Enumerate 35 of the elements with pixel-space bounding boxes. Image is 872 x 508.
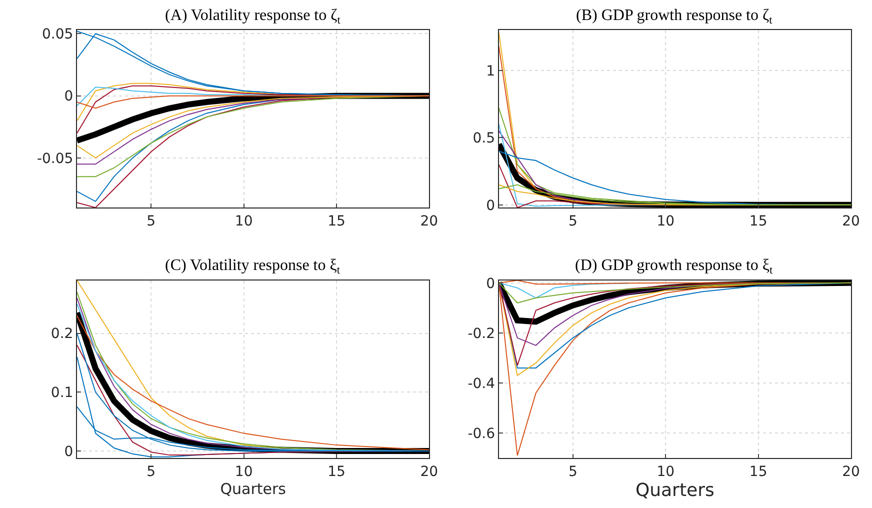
y-tick-label: -0.05 <box>36 150 74 167</box>
y-tick-label: 0 <box>64 88 74 105</box>
chart-title: (B) GDP growth response to ζ$_{t}$ <box>576 7 774 26</box>
x-tick-label: 10 <box>234 213 253 230</box>
x-tick-label: 5 <box>146 213 156 230</box>
chart-title: (C) Volatility response to ξ$_{t}$ <box>165 257 341 276</box>
x-tick-label: 15 <box>328 464 346 480</box>
x-tick-label: 10 <box>656 464 675 480</box>
y-tick-label: 0.2 <box>50 326 74 342</box>
x-tick-label: 20 <box>842 213 860 230</box>
y-tick-label: 0.5 <box>472 130 496 147</box>
x-tick-label: 15 <box>749 464 768 480</box>
x-tick-label: 5 <box>568 213 578 230</box>
x-axis-title: Quarters <box>220 480 286 498</box>
y-tick-label: 0.1 <box>50 385 74 402</box>
x-axis-title: Quarters <box>635 480 714 501</box>
x-tick-label: 20 <box>420 464 438 480</box>
y-tick-label: -0.4 <box>468 376 496 392</box>
y-tick-label: 0 <box>486 198 496 214</box>
x-tick-label: 10 <box>656 213 675 230</box>
chart-title: (D) GDP growth response to ξ$_{t}$ <box>575 257 774 276</box>
x-tick-label: 5 <box>568 464 578 480</box>
x-tick-label: 5 <box>146 464 156 480</box>
y-tick-label: 0.05 <box>42 26 74 43</box>
y-tick-label: 0 <box>486 276 496 292</box>
x-tick-label: 20 <box>420 213 438 230</box>
y-tick-label: 1 <box>486 63 496 80</box>
chart-title: (A) Volatility response to ζ$_{t}$ <box>165 7 342 26</box>
x-tick-label: 10 <box>234 464 253 480</box>
x-tick-label: 20 <box>842 464 860 480</box>
y-tick-label: -0.2 <box>468 326 496 342</box>
y-tick-label: 0 <box>64 444 74 460</box>
y-tick-label: -0.6 <box>468 426 496 442</box>
x-tick-label: 15 <box>328 213 346 230</box>
x-tick-label: 15 <box>749 213 768 230</box>
